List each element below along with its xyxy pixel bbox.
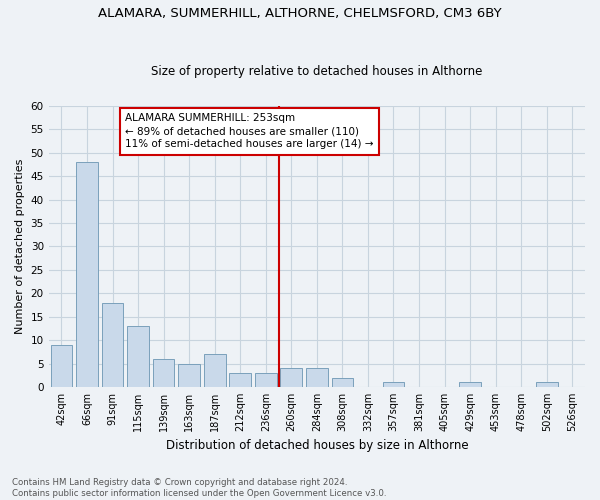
Bar bbox=[127, 326, 149, 387]
Bar bbox=[204, 354, 226, 387]
Bar bbox=[383, 382, 404, 387]
Text: Contains HM Land Registry data © Crown copyright and database right 2024.
Contai: Contains HM Land Registry data © Crown c… bbox=[12, 478, 386, 498]
Bar bbox=[153, 359, 175, 387]
Bar bbox=[76, 162, 98, 387]
Bar bbox=[306, 368, 328, 387]
Bar bbox=[332, 378, 353, 387]
Y-axis label: Number of detached properties: Number of detached properties bbox=[15, 159, 25, 334]
Bar bbox=[459, 382, 481, 387]
Text: ALAMARA, SUMMERHILL, ALTHORNE, CHELMSFORD, CM3 6BY: ALAMARA, SUMMERHILL, ALTHORNE, CHELMSFOR… bbox=[98, 8, 502, 20]
Title: Size of property relative to detached houses in Althorne: Size of property relative to detached ho… bbox=[151, 66, 482, 78]
Bar bbox=[178, 364, 200, 387]
Bar bbox=[50, 345, 72, 387]
Bar bbox=[255, 373, 277, 387]
Bar bbox=[229, 373, 251, 387]
X-axis label: Distribution of detached houses by size in Althorne: Distribution of detached houses by size … bbox=[166, 440, 468, 452]
Bar bbox=[101, 302, 124, 387]
Bar bbox=[536, 382, 557, 387]
Text: ALAMARA SUMMERHILL: 253sqm
← 89% of detached houses are smaller (110)
11% of sem: ALAMARA SUMMERHILL: 253sqm ← 89% of deta… bbox=[125, 113, 374, 150]
Bar bbox=[280, 368, 302, 387]
